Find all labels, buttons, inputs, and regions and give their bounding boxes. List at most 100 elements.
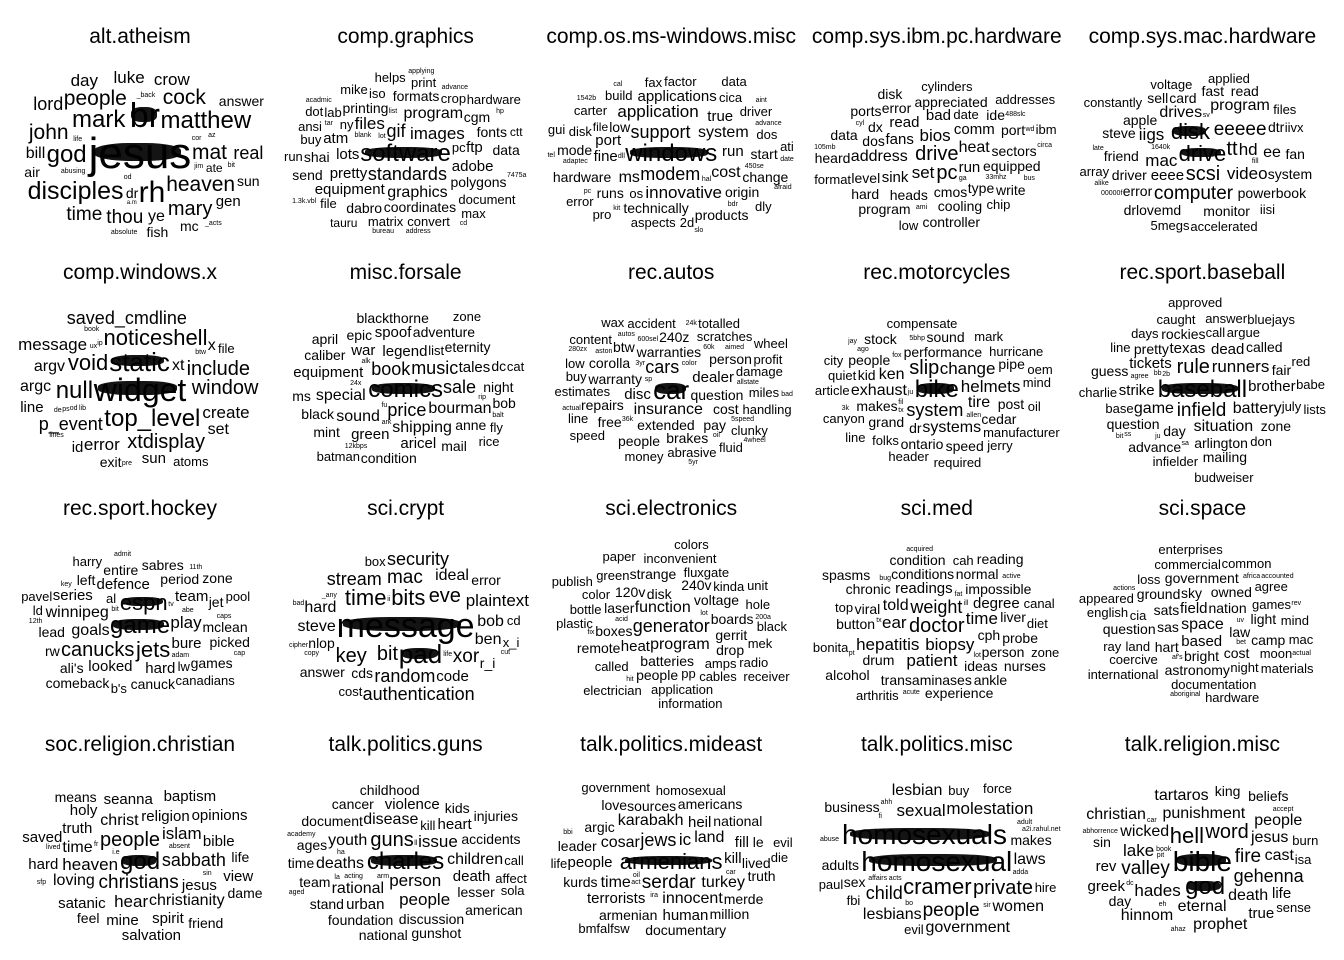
cloud-word: profit <box>753 351 783 367</box>
cloud-word: night <box>1230 659 1259 675</box>
cloud-word: people <box>1254 811 1303 829</box>
cloud-word: sink <box>881 169 909 187</box>
cloud-word: burn <box>1292 833 1319 849</box>
cloud-word: hardware <box>1205 689 1260 705</box>
cloud-word: ideas <box>964 658 998 675</box>
cloud-word: disc <box>624 385 651 403</box>
cloud-word: wicked <box>1120 822 1170 840</box>
overplot-blot <box>122 855 156 866</box>
cloud-word: line <box>845 429 866 445</box>
cloud-word: mike <box>340 82 368 98</box>
cloud-word: money <box>624 449 664 465</box>
cloud-word: graphics <box>387 183 448 201</box>
cloud-word: tx <box>876 616 882 624</box>
cloud-word: canucks <box>61 638 135 661</box>
cloud-word: bonita <box>812 640 849 655</box>
overplot-blot <box>1180 147 1222 158</box>
cloud-word: monitor <box>1203 202 1250 219</box>
word-cloud-panel: talk.politics.gunscharlesgunspersonissue… <box>276 730 536 960</box>
cloud-word: equipped <box>982 158 1041 175</box>
cloud-word: controller <box>922 214 981 231</box>
overplot-blot <box>364 147 442 158</box>
cloud-word: bob <box>477 612 504 630</box>
cloud-word: matthew <box>160 106 252 134</box>
cloud-word: team <box>175 588 209 606</box>
cloud-word: cah <box>952 552 974 568</box>
cloud-word: answer <box>1205 311 1248 327</box>
cloud-word: absolute <box>110 228 138 236</box>
cloud-word: aimed <box>724 343 745 351</box>
word-cloud: charlesgunspersonissuepeoplerationaldise… <box>282 766 530 956</box>
cloud-word: fu <box>381 402 388 410</box>
cloud-word: shai <box>303 148 330 165</box>
cloud-word: allen <box>966 411 982 419</box>
cloud-word: data <box>721 73 747 89</box>
cloud-word: accelerated <box>1190 218 1258 234</box>
cloud-word: called <box>594 658 629 674</box>
cloud-word: arthritis <box>855 688 899 704</box>
cloud-word: buy <box>565 368 587 384</box>
cloud-word: ali's <box>59 659 84 676</box>
cloud-word: printing <box>342 99 389 116</box>
overplot-blot <box>400 647 438 659</box>
cloud-word: ami <box>915 203 928 211</box>
cloud-word: accidents <box>461 831 521 847</box>
cloud-word: hurricane <box>989 343 1044 359</box>
cloud-word: holy <box>69 802 98 820</box>
cloud-word: buy <box>300 132 322 148</box>
cloud-word: dtr <box>1267 119 1285 136</box>
cloud-word: mac <box>1145 150 1178 170</box>
cloud-word: run <box>958 158 981 176</box>
cloud-word: btw <box>195 348 207 356</box>
cloud-word: gif <box>386 121 406 142</box>
overplot-blot <box>1175 854 1227 867</box>
cloud-word: program <box>650 636 710 653</box>
cloud-word: ip <box>97 340 103 348</box>
cloud-word: harry <box>72 554 103 570</box>
cloud-word: jim <box>194 162 204 170</box>
cloud-word: ii <box>387 596 391 603</box>
cloud-word: canal <box>1023 596 1055 612</box>
cloud-word: games <box>190 655 233 672</box>
cloud-word: address <box>405 228 431 236</box>
cloud-word: fill <box>734 833 749 851</box>
cloud-word: liver <box>1000 609 1026 626</box>
cloud-word: function <box>634 599 691 617</box>
cloud-word: biopsy <box>925 634 975 654</box>
cloud-word: valley <box>1121 858 1170 880</box>
cloud-word: arm <box>376 873 390 881</box>
cloud-word: true <box>1248 905 1275 923</box>
cloud-word: bus <box>1023 175 1035 183</box>
word-cloud: gameespnjetscanucksplaywinnipeggoalsdefe… <box>16 530 264 720</box>
cloud-word: bit <box>1115 432 1124 440</box>
word-cloud: drivediskscsitteeeeecomputermacvideohdii… <box>1078 58 1326 248</box>
cloud-word: r_i <box>479 655 496 671</box>
cloud-word: people <box>100 828 161 851</box>
cloud-word: play <box>170 613 202 633</box>
cloud-word: hardware <box>552 168 612 185</box>
cloud-word: allstate <box>736 378 759 386</box>
cloud-word: jets <box>136 636 171 662</box>
cloud-word: error <box>566 194 594 210</box>
cloud-word: aston <box>595 348 613 356</box>
cloud-word: applications <box>637 87 717 105</box>
cloud-word: real <box>233 142 264 163</box>
word-cloud: homosexualhomosexualscramerprivatepeople… <box>813 766 1061 956</box>
cloud-word: port <box>595 132 622 150</box>
cloud-word: force <box>982 781 1012 797</box>
cloud-word: told <box>882 597 909 615</box>
cloud-word: sale <box>442 377 477 398</box>
cloud-word: greek <box>1087 878 1126 895</box>
cloud-word: adventure <box>412 323 476 340</box>
cloud-word: formats <box>392 88 440 105</box>
cloud-word: winnipeg <box>45 603 109 621</box>
cloud-word: government <box>925 919 1010 936</box>
cloud-word: ansi <box>298 118 322 134</box>
cloud-word: documentation <box>1171 677 1257 692</box>
word-cloud-panel: comp.sys.mac.hardwaredrivediskscsitteeee… <box>1072 22 1332 252</box>
cloud-word: life <box>1271 884 1292 902</box>
cloud-word: series <box>52 587 93 605</box>
cloud-word: ground <box>1136 585 1181 602</box>
cloud-word: christ <box>100 812 139 829</box>
cloud-word: green <box>596 568 630 584</box>
